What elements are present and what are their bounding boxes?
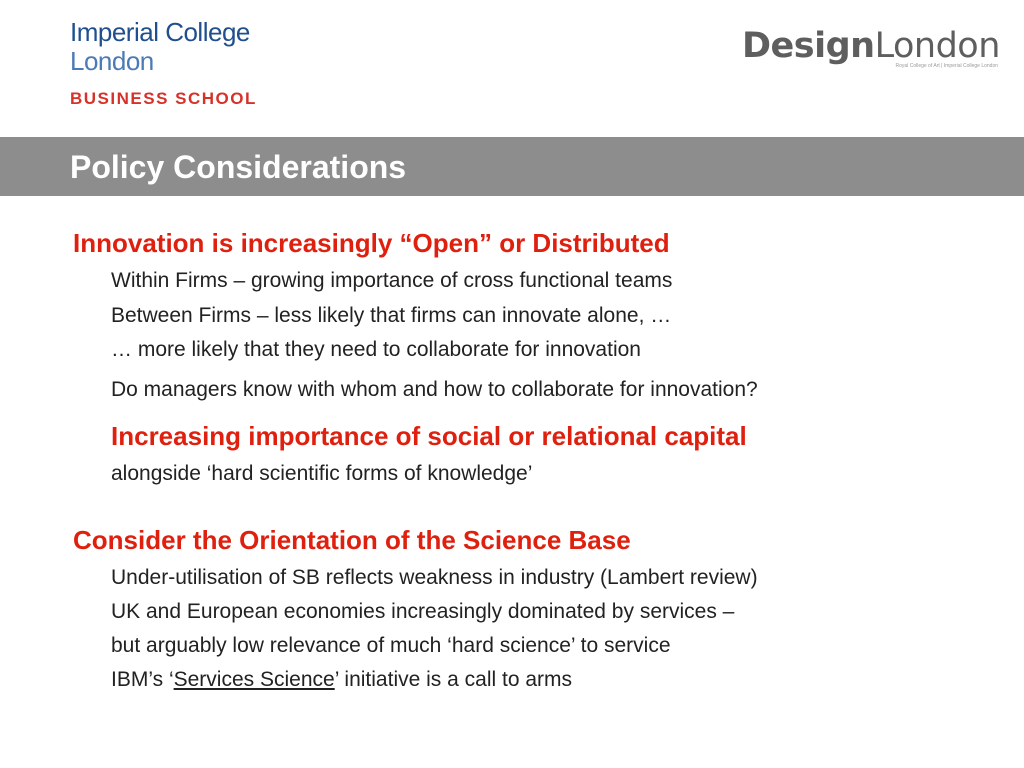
ibm-prefix: IBM’s ‘ [111, 668, 174, 691]
bullet-line: Do managers know with whom and how to co… [111, 378, 758, 401]
logo-line-business-school: BUSINESS SCHOOL [70, 89, 257, 108]
bullet-line: Under-utilisation of SB reflects weaknes… [111, 566, 758, 589]
section-heading-open-innovation: Innovation is increasingly “Open” or Dis… [73, 228, 670, 258]
design-london-wordmark: DesignLondon [742, 27, 1000, 65]
services-science-link[interactable]: Services Science [173, 668, 335, 691]
bullet-line: UK and European economies increasingly d… [111, 600, 735, 623]
slide-title: Policy Considerations [70, 149, 407, 185]
design-london-logo: DesignLondon Royal College of Art | Impe… [742, 27, 1000, 69]
bullet-line: … more likely that they need to collabor… [111, 338, 641, 361]
logo-line-london: London [70, 46, 154, 76]
ibm-suffix: ’ initiative is a call to arms [334, 668, 572, 691]
bullet-line: Between Firms – less likely that firms c… [111, 304, 672, 327]
section-heading-science-base: Consider the Orientation of the Science … [73, 525, 631, 555]
imperial-college-logo: Imperial College London BUSINESS SCHOOL [70, 18, 257, 109]
subheading-relational-capital: Increasing importance of social or relat… [111, 421, 747, 451]
bullet-line: Within Firms – growing importance of cro… [111, 269, 673, 292]
bullet-line-ibm: IBM’s ‘Services Science’ initiative is a… [111, 667, 572, 693]
title-bar: Policy Considerations [0, 137, 1024, 196]
bullet-line: alongside ‘hard scientific forms of know… [111, 462, 533, 485]
design-london-subtitle: Royal College of Art | Imperial College … [895, 63, 998, 69]
design-london-light: London [874, 26, 1001, 66]
bullet-line: but arguably low relevance of much ‘hard… [111, 634, 671, 657]
logo-line-imperial-college: Imperial College [70, 17, 250, 47]
design-london-bold: Design [742, 26, 875, 66]
